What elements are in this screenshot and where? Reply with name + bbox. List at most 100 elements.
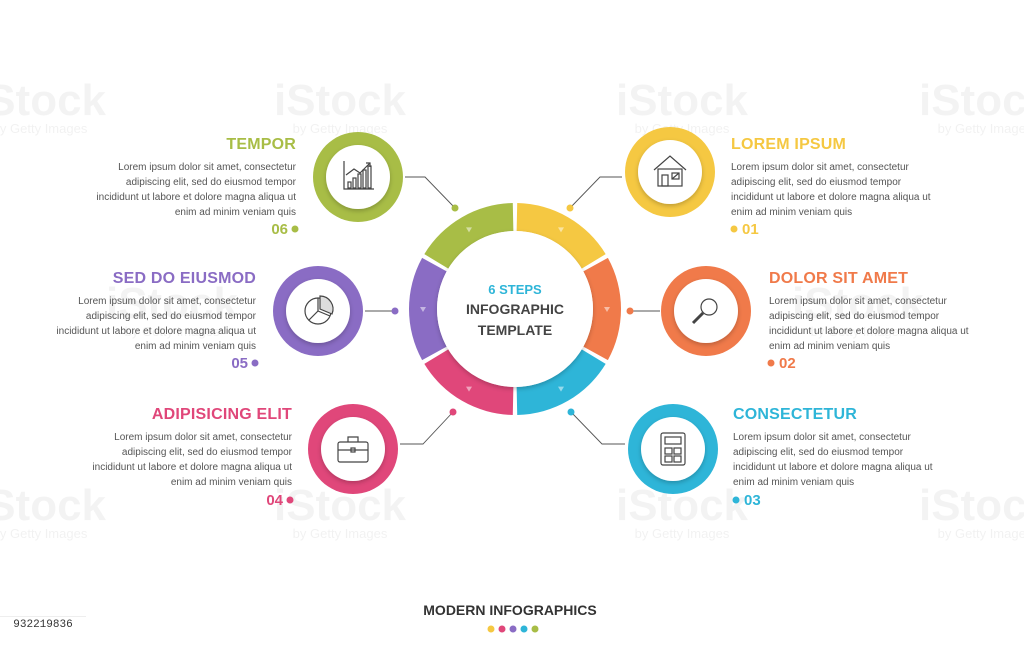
step-number: 05 (231, 355, 248, 372)
step-description-line: enim ad minim veniam quis (171, 477, 292, 488)
watermark-credit: by Getty Images (293, 526, 388, 541)
watermark-brand: iStock (0, 481, 107, 530)
center-template-label: TEMPLATE (478, 322, 552, 338)
watermark-brand: iStock (106, 279, 239, 328)
step-description-line: Lorem ipsum dolor sit amet, consectetur (731, 162, 910, 173)
step-number-dot (286, 496, 294, 504)
briefcase-icon (337, 436, 369, 463)
step-01: LOREM IPSUM Lorem ipsum dolor sit amet, c… (625, 127, 931, 238)
connector-dot (567, 408, 575, 416)
step-description-line: adipiscing elit, sed do eiusmod tempor (126, 177, 297, 188)
watermark-credit: by Getty Images (938, 526, 1024, 541)
segment-arrow (466, 386, 472, 392)
footer-dots (487, 625, 539, 633)
watermark-brand: iStock (919, 76, 1024, 125)
watermark-credit: by Getty Images (293, 121, 388, 136)
step-number-dot (732, 496, 740, 504)
calculator-icon (660, 432, 686, 466)
step-title: LOREM IPSUM (731, 136, 846, 153)
watermark-brand: iStock (792, 279, 925, 328)
step-description-line: incididunt ut labore et dolore magna ali… (769, 326, 969, 337)
step-title: TEMPOR (226, 136, 296, 153)
segment-arrow (604, 307, 610, 312)
step-description-line: adipiscing elit, sed do eiusmod tempor (769, 311, 940, 322)
center-steps-label: 6 STEPS (488, 282, 542, 297)
step-inner-circle (638, 140, 702, 204)
watermark-credit: by Getty Images (635, 526, 730, 541)
watermark-brand: iStock (616, 76, 749, 125)
step-description-line: incididunt ut labore et dolore magna ali… (56, 326, 256, 337)
step-number: 06 (271, 221, 288, 238)
step-06: TEMPOR Lorem ipsum dolor sit amet, consec… (96, 132, 403, 238)
step-description-line: incididunt ut labore et dolore magna ali… (733, 462, 933, 473)
step-inner-circle (321, 417, 385, 481)
step-title: CONSECTETUR (733, 406, 857, 423)
step-03: CONSECTETUR Lorem ipsum dolor sit amet, c… (628, 404, 933, 509)
step-05: SED DO EIUSMOD Lorem ipsum dolor sit amet… (56, 266, 363, 372)
house-icon (653, 155, 687, 187)
connector-dot (451, 204, 459, 212)
step-description-line: enim ad minim veniam quis (769, 341, 890, 352)
connector-line (400, 411, 454, 445)
footer-title: MODERN INFOGRAPHICS (423, 602, 596, 618)
step-inner-circle (641, 417, 705, 481)
pie-chart-icon (304, 295, 334, 325)
step-description-line: incididunt ut labore et dolore magna ali… (92, 462, 292, 473)
step-number-dot (291, 225, 299, 233)
step-description-line: enim ad minim veniam quis (135, 341, 256, 352)
step-description-line: adipiscing elit, sed do eiusmod tempor (733, 447, 904, 458)
ring-segment-04 (424, 349, 514, 415)
step-description-line: adipiscing elit, sed do eiusmod tempor (86, 311, 257, 322)
step-number: 02 (779, 355, 796, 372)
step-description-line: incididunt ut labore et dolore magna ali… (96, 192, 296, 203)
step-number: 03 (744, 492, 761, 509)
watermark-credit: by Getty Images (938, 121, 1024, 136)
step-description-line: Lorem ipsum dolor sit amet, consectetur (78, 296, 257, 307)
watermark-credit: by Getty Images (811, 324, 906, 339)
connector-line (569, 176, 622, 209)
center-infographic-label: INFOGRAPHIC (466, 301, 564, 317)
watermark-brand: iStock (274, 76, 407, 125)
step-number-dot (730, 225, 738, 233)
connector-line (405, 176, 456, 209)
connector-dot (391, 307, 399, 315)
footer-dot (520, 625, 528, 633)
step-title: SED DO EIUSMOD (113, 270, 256, 287)
step-description-line: Lorem ipsum dolor sit amet, consectetur (114, 432, 293, 443)
step-number-dot (767, 359, 775, 367)
step-number: 01 (742, 221, 759, 238)
step-description-line: enim ad minim veniam quis (731, 207, 852, 218)
connector-lines (365, 176, 660, 445)
footer-dot (531, 625, 539, 633)
footer-dot (509, 625, 517, 633)
step-description-line: Lorem ipsum dolor sit amet, consectetur (733, 432, 912, 443)
footer-dot (498, 625, 506, 633)
step-description-line: Lorem ipsum dolor sit amet, consectetur (118, 162, 297, 173)
bar-chart-icon (343, 161, 374, 190)
watermark-credit: by Getty Images (125, 324, 220, 339)
segment-arrow (466, 227, 472, 233)
step-description-line: enim ad minim veniam quis (175, 207, 296, 218)
segment-arrow (420, 307, 426, 312)
segment-arrow (558, 386, 564, 392)
connector-dot (626, 307, 634, 315)
step-description-line: adipiscing elit, sed do eiusmod tempor (122, 447, 293, 458)
step-title: DOLOR SIT AMET (769, 270, 908, 287)
center-circle (437, 231, 593, 387)
watermark-brand: iStock (919, 481, 1024, 530)
step-description-line: Lorem ipsum dolor sit amet, consectetur (769, 296, 948, 307)
connector-dot (449, 408, 457, 416)
ring-segment-01 (516, 203, 606, 269)
watermark-credit: by Getty Images (0, 526, 88, 541)
ring-segment-06 (424, 203, 514, 269)
stock-image-id: 932219836 (0, 616, 86, 634)
connector-line (570, 411, 625, 445)
ring-segment-05 (408, 257, 447, 361)
segment-arrow (558, 227, 564, 233)
ring-segment-02 (583, 257, 621, 361)
step-inner-circle (674, 279, 738, 343)
watermark-credit: by Getty Images (0, 121, 88, 136)
steps-layer: LOREM IPSUM Lorem ipsum dolor sit amet, c… (56, 127, 969, 509)
ring-segment-03 (516, 349, 606, 415)
